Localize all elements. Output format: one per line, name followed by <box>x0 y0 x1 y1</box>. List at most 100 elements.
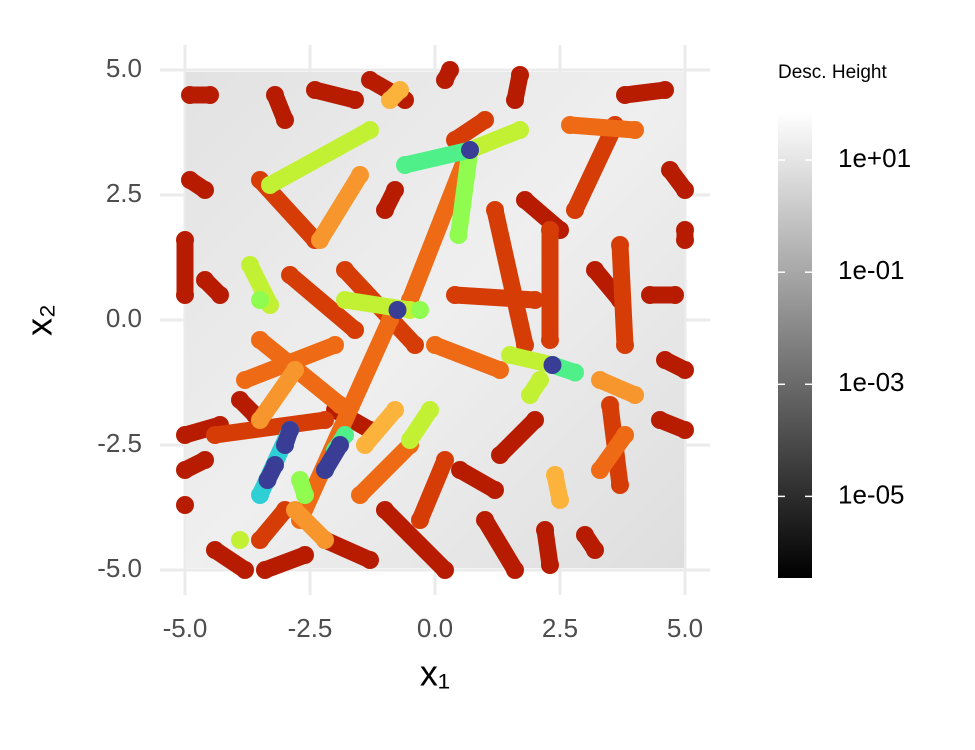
point <box>426 336 444 354</box>
point <box>276 436 294 454</box>
y-tick-label: 0.0 <box>106 303 142 333</box>
point <box>346 91 364 109</box>
point <box>541 556 559 574</box>
point <box>526 291 544 309</box>
point <box>266 86 284 104</box>
trajectory <box>411 451 454 529</box>
point <box>311 231 329 249</box>
point <box>361 71 379 89</box>
point <box>356 436 374 454</box>
point <box>286 361 304 379</box>
point <box>543 356 562 374</box>
trajectory <box>611 236 634 354</box>
point <box>406 336 424 354</box>
point <box>616 86 634 104</box>
trajectory <box>251 361 304 429</box>
trajectory <box>446 286 544 309</box>
point <box>511 121 529 139</box>
point <box>449 226 468 244</box>
colorbar-tick-label: 1e-01 <box>838 255 905 285</box>
point <box>546 466 564 484</box>
point <box>251 486 269 504</box>
point <box>586 261 604 279</box>
point <box>176 426 194 444</box>
point <box>566 363 584 382</box>
point <box>331 436 349 454</box>
trajectory <box>376 501 454 579</box>
trajectory <box>450 141 479 244</box>
point <box>196 451 214 469</box>
point <box>661 161 679 179</box>
point <box>236 371 254 389</box>
point <box>591 371 609 389</box>
point <box>261 176 279 194</box>
point <box>521 386 539 404</box>
point <box>316 461 334 479</box>
point <box>196 181 214 199</box>
point <box>666 286 684 304</box>
colorbar-ticks: 1e-05 1e-03 1e-01 1e+01 <box>778 143 911 509</box>
point <box>376 501 394 519</box>
point <box>256 561 274 579</box>
trajectory <box>311 166 369 249</box>
trajectories <box>176 61 694 579</box>
trajectory <box>561 116 644 139</box>
x-tick-label: 5.0 <box>667 613 703 643</box>
point <box>526 411 544 429</box>
trajectory <box>351 436 419 504</box>
point <box>676 421 694 439</box>
point <box>386 401 404 419</box>
point <box>421 401 439 419</box>
point <box>281 266 299 284</box>
point <box>251 291 269 309</box>
point <box>291 471 309 489</box>
trajectory <box>426 336 509 379</box>
point <box>388 301 407 319</box>
point <box>536 521 554 539</box>
point <box>446 286 464 304</box>
point <box>361 121 379 139</box>
point <box>411 301 429 319</box>
point <box>231 531 249 549</box>
point <box>276 111 294 129</box>
point <box>396 156 414 174</box>
point <box>531 371 549 389</box>
x-tick-label: -2.5 <box>288 613 333 643</box>
point <box>241 256 259 274</box>
point <box>386 181 404 199</box>
point <box>626 121 644 139</box>
trajectory <box>401 151 474 309</box>
point <box>611 236 629 254</box>
trajectory <box>396 141 479 174</box>
point <box>541 331 559 349</box>
point <box>231 391 249 409</box>
point <box>351 166 369 184</box>
point <box>251 331 269 349</box>
y-tick-label: 5.0 <box>106 53 142 83</box>
point <box>176 496 194 514</box>
point <box>176 461 194 479</box>
x-axis-title: x₁ <box>420 653 450 694</box>
point <box>316 531 334 549</box>
point <box>611 476 629 494</box>
point <box>411 511 429 529</box>
point <box>491 446 509 464</box>
point <box>641 286 659 304</box>
point <box>676 231 694 249</box>
point <box>196 271 214 289</box>
point <box>296 486 314 504</box>
y-tick-label: -2.5 <box>97 428 142 458</box>
point <box>361 551 379 569</box>
trajectory <box>206 411 334 444</box>
colorbar-tick-label: 1e-03 <box>838 367 905 397</box>
point <box>656 81 674 99</box>
point <box>306 81 324 99</box>
colorbar-tick-label: 1e+01 <box>838 143 911 173</box>
point <box>206 541 224 559</box>
point <box>176 231 194 249</box>
point <box>346 321 364 339</box>
point <box>286 501 304 519</box>
point <box>506 561 524 579</box>
point <box>651 411 669 429</box>
